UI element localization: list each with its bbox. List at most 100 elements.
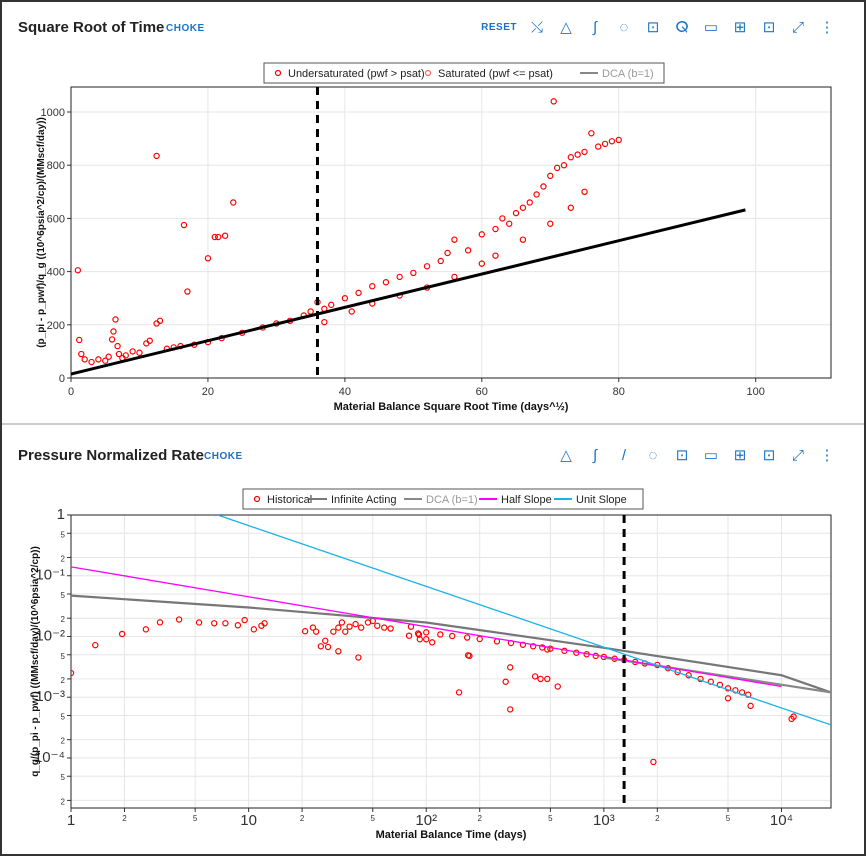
data-point — [324, 643, 332, 651]
choke-link[interactable]: CHOKE — [204, 451, 243, 462]
data-point — [581, 188, 588, 196]
data-point — [437, 257, 444, 265]
data-point — [241, 616, 248, 624]
data-point — [790, 713, 797, 720]
data-point — [519, 641, 527, 648]
data-point — [396, 273, 403, 281]
y-tick-label: 2 — [61, 676, 66, 685]
data-point — [519, 204, 527, 211]
data-point — [526, 199, 533, 206]
data-point — [550, 98, 557, 105]
y-tick-label: 5 — [61, 530, 66, 539]
x-tick-label: 2 — [122, 814, 127, 823]
data-point — [312, 628, 320, 635]
plot-area — [70, 514, 832, 809]
data-point — [382, 279, 390, 286]
y-tick-label: 2 — [61, 615, 66, 624]
triangle-icon[interactable]: △ — [560, 19, 572, 36]
expand-icon[interactable]: ⤢ — [791, 446, 804, 464]
y-tick-label: 2 — [61, 554, 66, 563]
x-tick-label: 10⁴ — [770, 812, 793, 829]
data-point — [215, 233, 222, 241]
y-tick-label: 1 — [57, 506, 65, 523]
data-point — [747, 702, 754, 710]
x-axis-label: Material Balance Square Root Time (days^… — [334, 401, 569, 413]
legend-marker — [424, 69, 432, 77]
table-icon[interactable]: ⊞ — [733, 19, 747, 36]
data-point — [567, 154, 575, 161]
data-point — [499, 215, 506, 222]
y-tick-label: 5 — [61, 773, 66, 782]
fit-icon[interactable]: ⊡ — [762, 19, 776, 36]
y-tick-label: 10⁻² — [35, 627, 65, 644]
data-point — [428, 639, 436, 646]
data-point — [567, 204, 575, 211]
expand-icon[interactable]: ⤢ — [791, 18, 804, 36]
data-point — [608, 138, 616, 145]
legend-marker — [274, 69, 282, 77]
table-icon[interactable]: ⊞ — [733, 447, 747, 464]
data-point — [448, 632, 456, 640]
choke-link[interactable]: CHOKE — [166, 23, 205, 34]
y-tick-label: 10⁻³ — [35, 688, 65, 705]
data-point — [321, 318, 328, 326]
x-tick-label: 2 — [300, 814, 305, 823]
data-point — [492, 252, 499, 259]
plot-area — [70, 86, 832, 379]
x-tick-label: 40 — [339, 386, 351, 398]
data-point — [444, 249, 451, 257]
data-point — [615, 136, 622, 144]
data-point — [588, 130, 595, 137]
panel-title: Square Root of Time — [18, 19, 165, 36]
data-point — [110, 328, 117, 335]
data-point — [114, 342, 121, 350]
lasso-icon[interactable]: ⵕ — [675, 19, 689, 36]
integral-icon[interactable]: ∫ — [592, 18, 598, 36]
data-point — [195, 619, 203, 626]
legend-entry: Historical — [267, 494, 312, 506]
unlock-icon[interactable]: ⊡ — [646, 19, 660, 36]
x-tick-label: 5 — [548, 814, 553, 823]
lasso-select-icon[interactable]: ◌ — [619, 18, 629, 36]
divider — [2, 423, 864, 425]
lasso-select-icon[interactable]: ◌ — [648, 446, 658, 464]
data-point — [327, 301, 335, 309]
legend-entry: Undersaturated (pwf > psat) — [288, 68, 425, 80]
y-tick-label: 2 — [61, 737, 66, 746]
data-point — [122, 352, 129, 359]
x-tick-label: 5 — [726, 814, 731, 823]
data-point — [732, 687, 739, 694]
comment-icon[interactable]: ▭ — [703, 447, 719, 464]
data-point — [211, 233, 218, 241]
data-point — [387, 625, 394, 632]
data-point — [335, 624, 342, 631]
integral-icon[interactable]: ∫ — [592, 446, 598, 464]
data-point — [463, 634, 471, 641]
series-line-1 — [71, 208, 746, 376]
triangle-icon[interactable]: △ — [560, 447, 572, 464]
legend-entry: Unit Slope — [576, 494, 627, 506]
unlock-icon[interactable]: ⊡ — [675, 447, 689, 464]
data-point — [451, 236, 458, 243]
data-point — [250, 626, 258, 633]
data-point — [512, 209, 520, 217]
more-icon[interactable]: ⋮ — [819, 447, 835, 464]
data-point — [405, 632, 413, 639]
reset-button[interactable]: RESET — [481, 21, 517, 33]
data-point — [502, 678, 509, 685]
data-point — [261, 620, 268, 627]
data-point — [537, 675, 544, 683]
line-icon[interactable]: / — [621, 446, 627, 464]
data-point — [156, 619, 164, 626]
data-point — [355, 654, 362, 661]
comment-icon[interactable]: ▭ — [703, 19, 719, 36]
x-tick-label: 0 — [68, 386, 74, 398]
x-tick-label: 80 — [613, 386, 625, 398]
data-point — [507, 706, 514, 713]
data-point — [650, 758, 657, 766]
data-point — [531, 673, 539, 680]
fit-icon[interactable]: ⊡ — [762, 447, 776, 464]
more-icon[interactable]: ⋮ — [819, 19, 835, 36]
axis-lock-icon[interactable]: ⤯ — [530, 18, 543, 36]
data-point — [335, 648, 342, 655]
